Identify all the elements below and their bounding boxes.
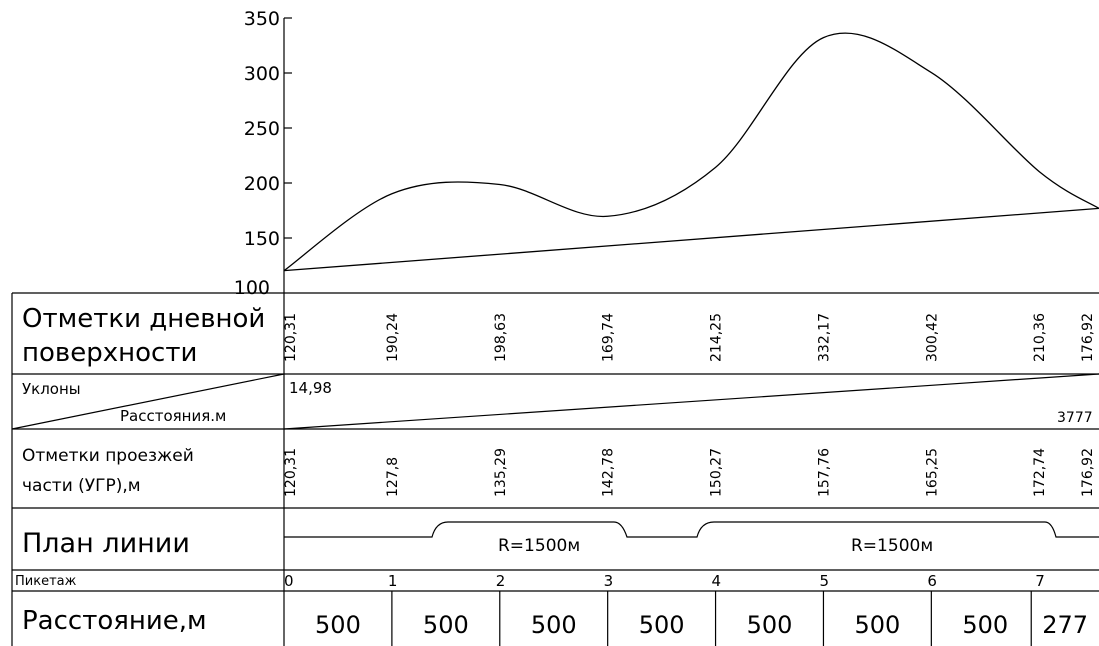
road-elevation-value: 150,27 xyxy=(709,448,725,497)
slope-label-diagonal xyxy=(11,373,285,430)
road-elevation-value: 120,31 xyxy=(283,448,299,497)
slope-label: Уклоны xyxy=(22,380,81,398)
distance-label: Расстояние,м xyxy=(22,606,207,636)
distance-value: 500 xyxy=(531,611,577,639)
distance-value: 500 xyxy=(854,611,900,639)
road-elevation-label-2: части (УГР),м xyxy=(22,476,141,496)
ground-elevation-value: 190,24 xyxy=(385,313,401,362)
road-elevation-label: Отметки проезжей xyxy=(22,446,194,466)
pk-value: 2 xyxy=(496,572,506,590)
road-elevation-value: 165,25 xyxy=(924,448,940,497)
y-tick-label: 350 xyxy=(244,8,280,30)
curve-label: R=1500м xyxy=(498,536,580,556)
ground-surface-line xyxy=(283,32,1099,272)
pk-value: 3 xyxy=(604,572,614,590)
distance-value: 500 xyxy=(639,611,685,639)
ground-elevation-value: 120,31 xyxy=(283,313,299,362)
ground-elevation-value: 176,92 xyxy=(1080,313,1096,362)
pk-value: 1 xyxy=(388,572,398,590)
ground-elevation-value: 332,17 xyxy=(816,313,832,362)
pk-value: 6 xyxy=(927,572,937,590)
plan-label: План линии xyxy=(22,528,190,559)
slope-length: 3777 xyxy=(1057,410,1093,426)
distance-dividers xyxy=(391,591,1032,646)
y-tick-labels: 350 300 250 200 150 100 xyxy=(234,8,280,299)
table-grid xyxy=(11,292,1099,646)
road-elevation-value: 157,76 xyxy=(816,448,832,497)
distance-values: 500 500 500 500 500 500 500 277 xyxy=(315,611,1088,639)
distance-value: 500 xyxy=(962,611,1008,639)
ground-elevation-value: 210,36 xyxy=(1032,313,1048,362)
distance-value: 500 xyxy=(747,611,793,639)
pk-label: Пикетаж xyxy=(15,574,77,589)
y-tick-label: 200 xyxy=(244,173,280,195)
y-tick-label: 150 xyxy=(244,228,280,250)
ground-elevation-values: 120,31 190,24 198,63 169,74 214,25 332,17 300,… xyxy=(283,313,1096,362)
ground-elevation-label: Отметки дневной xyxy=(22,304,265,334)
slope-diagonal xyxy=(283,373,1099,430)
road-elevation-value: 142,78 xyxy=(601,448,617,497)
road-elevation-value: 135,29 xyxy=(493,448,509,497)
road-elevation-values: 120,31 127,8 135,29 142,78 150,27 157,76 165,2… xyxy=(283,448,1096,497)
distance-value: 500 xyxy=(315,611,361,639)
curve-label: R=1500м xyxy=(851,536,933,556)
ground-elevation-value: 300,42 xyxy=(924,313,940,362)
distance-sub-label: Расстояния.м xyxy=(120,407,226,425)
plan-line-curve-1 xyxy=(284,521,1099,538)
y-tick-label: 100 xyxy=(234,277,270,299)
road-elevation-value: 172,74 xyxy=(1032,448,1048,497)
distance-value: 277 xyxy=(1042,611,1088,639)
y-tick-label: 300 xyxy=(244,63,280,85)
road-elevation-value: 127,8 xyxy=(385,457,401,497)
pk-value: 0 xyxy=(284,572,294,590)
pk-value: 4 xyxy=(712,572,722,590)
slope-value: 14,98 xyxy=(289,379,332,397)
y-tick-marks xyxy=(284,17,292,239)
pk-value: 7 xyxy=(1035,572,1045,590)
ground-elevation-value: 169,74 xyxy=(601,313,617,362)
distance-value: 500 xyxy=(423,611,469,639)
y-tick-label: 250 xyxy=(244,118,280,140)
pk-value: 5 xyxy=(819,572,829,590)
ground-elevation-value: 198,63 xyxy=(493,313,509,362)
ground-elevation-value: 214,25 xyxy=(709,313,725,362)
ground-elevation-label-2: поверхности xyxy=(22,338,197,368)
pk-values: 0 1 2 3 4 5 6 7 xyxy=(284,572,1045,590)
road-grade-line xyxy=(283,207,1099,272)
road-elevation-value: 176,92 xyxy=(1080,448,1096,497)
